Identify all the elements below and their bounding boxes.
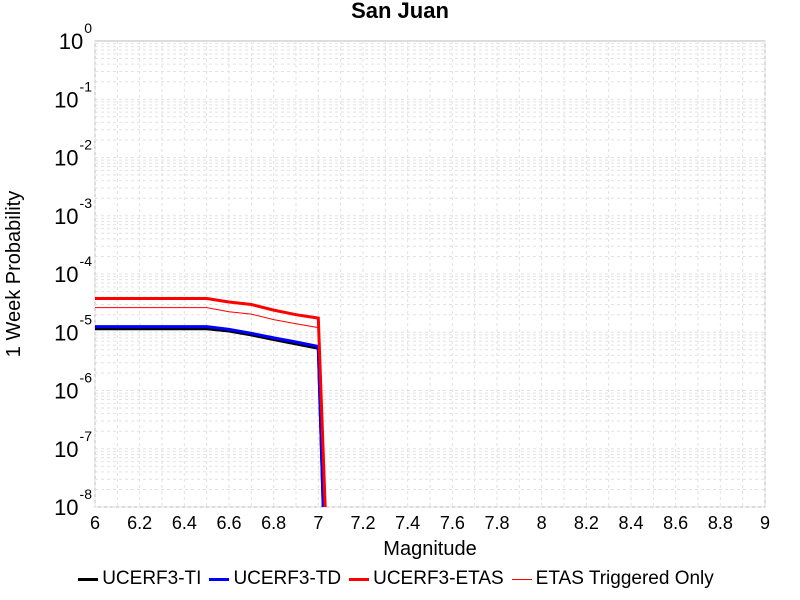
legend-label: ETAS Triggered Only	[535, 568, 714, 589]
legend-swatch	[209, 577, 230, 581]
x-tick-label: 8.4	[618, 513, 643, 533]
y-tick-base: 10	[54, 146, 78, 171]
legend-item-2: UCERF3-ETAS	[349, 568, 504, 590]
x-tick-label: 7	[313, 513, 323, 533]
x-tick-label: 6.2	[127, 513, 152, 533]
x-tick-label: 7.2	[350, 513, 375, 533]
x-tick-label: 6	[90, 513, 100, 533]
y-tick-base: 10	[54, 379, 78, 404]
x-tick-label: 9	[760, 513, 770, 533]
legend-label: UCERF3-ETAS	[373, 568, 504, 589]
chart-title: San Juan	[351, 0, 449, 23]
x-tick-label: 8.8	[708, 513, 733, 533]
y-tick-exponent: -7	[80, 428, 93, 444]
y-tick-base: 10	[54, 495, 78, 520]
series-line-0	[95, 327, 325, 507]
legend-swatch	[78, 577, 99, 581]
y-tick-label: -510	[54, 311, 92, 345]
y-tick-label: -110	[54, 78, 92, 112]
x-tick-label: 6.8	[261, 513, 286, 533]
y-tick-base: 10	[54, 437, 78, 462]
y-tick-label: -310	[54, 195, 92, 229]
y-tick-label: 010	[59, 20, 92, 54]
x-tick-label: 7.6	[440, 513, 465, 533]
x-tick-label: 6.4	[172, 513, 197, 533]
series-line-3	[95, 307, 326, 507]
y-tick-label: -810	[54, 486, 92, 520]
x-tick-label: 7.8	[484, 513, 509, 533]
legend-swatch	[349, 577, 370, 581]
y-tick-exponent: -6	[80, 370, 93, 386]
x-tick-label: 8	[537, 513, 547, 533]
legend: UCERF3-TI UCERF3-TD UCERF3-ETAS ETAS Trigge…	[0, 568, 800, 590]
x-axis-label: Magnitude	[383, 538, 476, 560]
legend-swatch	[511, 578, 532, 580]
y-tick-exponent: -4	[80, 253, 93, 269]
x-tick-label: 8.2	[574, 513, 599, 533]
legend-item-1: UCERF3-TD	[209, 568, 341, 590]
series-line-1	[95, 325, 325, 507]
legend-label: UCERF3-TD	[233, 568, 342, 589]
legend-item-0: UCERF3-TI	[78, 568, 201, 590]
grid	[94, 41, 766, 508]
x-tick-label: 6.6	[216, 513, 241, 533]
y-tick-exponent: -3	[80, 195, 93, 211]
y-tick-exponent: -1	[80, 78, 93, 94]
y-tick-label: -410	[54, 253, 92, 287]
series-layer	[95, 297, 327, 507]
y-tick-base: 10	[54, 204, 78, 229]
x-tick-label: 8.6	[663, 513, 688, 533]
y-tick-label: -610	[54, 370, 92, 404]
y-tick-base: 10	[59, 29, 83, 54]
y-tick-base: 10	[54, 262, 78, 287]
series-line-2	[95, 297, 327, 507]
x-tick-labels: 6 6.2 6.4 6.6 6.8 7 7.2 7.4 7.6 7.8 8 8.2 8.4 8.6 8.8 9	[90, 513, 770, 533]
y-tick-exponent: -2	[80, 137, 93, 153]
y-tick-exponent: 0	[84, 20, 92, 36]
y-tick-label: -210	[54, 137, 92, 171]
y-axis-label: 1 Week Probability	[3, 191, 25, 357]
y-tick-label: -710	[54, 428, 92, 462]
y-tick-labels: 010-110-210-310-410-510-610-710-810	[54, 20, 92, 520]
legend-item-3: ETAS Triggered Only	[511, 568, 714, 590]
x-tick-label: 7.4	[395, 513, 420, 533]
y-tick-base: 10	[54, 320, 78, 345]
y-tick-base: 10	[54, 87, 78, 112]
y-tick-exponent: -5	[80, 311, 93, 327]
y-tick-exponent: -8	[80, 486, 93, 502]
legend-label: UCERF3-TI	[102, 568, 202, 589]
